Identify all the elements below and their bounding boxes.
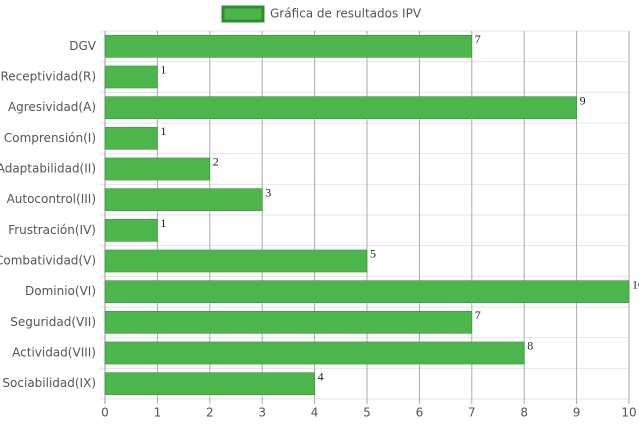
y-tick-label: Agresividad(A) [8,100,96,114]
bar [104,65,158,89]
legend-swatch[interactable] [221,5,265,23]
data-label: 10 [632,277,639,291]
x-tick-label: 2 [206,406,214,420]
data-label: 9 [580,93,586,107]
y-tick-label: Receptividad(R) [0,70,96,84]
data-label: 8 [527,339,533,353]
y-tick-label: Seguridad(VII) [10,315,96,329]
x-tick-label: 7 [468,406,476,420]
data-label: 3 [265,185,271,199]
data-label: 1 [160,63,166,77]
bar [104,341,525,365]
data-label: 7 [475,32,481,46]
x-tick-label: 8 [520,406,528,420]
data-label: 2 [213,155,219,169]
x-tick-label: 4 [311,406,319,420]
y-tick-label: Dominio(VI) [25,284,96,298]
y-tick-label: Actividad(VIII) [12,346,96,360]
data-label: 7 [475,308,481,322]
data-label: 1 [160,216,166,230]
x-tick-label: 0 [101,406,109,420]
x-tick-label: 6 [416,406,424,420]
y-tick-label: Combatividad(V) [0,254,96,268]
bar [104,280,630,303]
y-tick-label: Frustración(IV) [8,223,96,237]
y-tick-label: Autocontrol(III) [7,192,96,206]
bar [104,249,368,273]
legend-label[interactable]: Gráfica de resultados IPV [270,7,422,21]
data-label: 4 [318,369,324,383]
bar [104,35,473,58]
x-tick-label: 10 [621,406,636,420]
y-tick-label: Comprensión(I) [4,131,96,145]
data-label: 1 [160,124,166,138]
bar [104,127,158,150]
bar [104,157,211,181]
y-tick-label: Adaptabilidad(II) [0,162,96,176]
bar [104,372,315,395]
bar [104,188,263,211]
x-tick-label: 9 [573,406,581,420]
x-tick-label: 5 [363,406,371,420]
x-tick-label: 1 [154,406,162,420]
data-label: 5 [370,247,376,261]
x-tick-label: 3 [258,406,266,420]
bar [104,219,158,242]
bar [104,96,577,119]
y-tick-label: Sociabilidad(IX) [2,376,96,390]
y-tick-label: DGV [69,39,97,53]
bar [104,311,473,334]
